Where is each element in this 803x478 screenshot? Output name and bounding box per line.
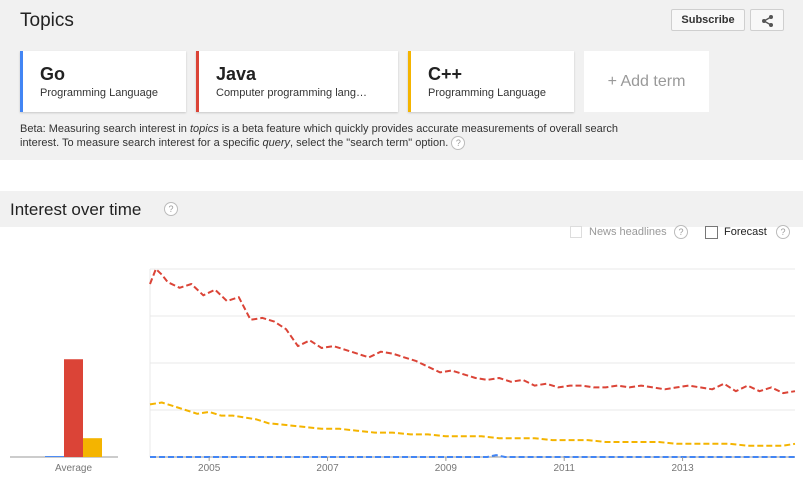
share-icon bbox=[762, 15, 773, 27]
x-axis-ticks: 2005 2007 2009 2011 2013 bbox=[198, 457, 694, 474]
beta-text: , select the "search term" option. bbox=[290, 137, 449, 149]
term-color-bar bbox=[20, 51, 23, 112]
subscribe-button[interactable]: Subscribe bbox=[671, 9, 745, 31]
help-icon[interactable]: ? bbox=[674, 225, 688, 239]
term-name: Java bbox=[216, 64, 257, 84]
share-button[interactable] bbox=[750, 9, 784, 31]
x-tick-label: 2005 bbox=[198, 463, 221, 474]
beta-query-emphasis: query bbox=[262, 137, 291, 149]
interest-chart: Average 2005 2007 2009 2011 2013 bbox=[10, 268, 796, 474]
series-line-cpp[interactable] bbox=[149, 401, 796, 447]
help-icon[interactable]: ? bbox=[776, 225, 790, 239]
interest-over-time-title: Interest over time bbox=[10, 200, 142, 219]
term-category: Programming Language bbox=[40, 87, 159, 99]
term-category: Computer programming lang… bbox=[216, 87, 368, 99]
beta-notice: Beta: Measuring search interest in topic… bbox=[20, 122, 640, 151]
topics-title: Topics bbox=[20, 10, 74, 31]
term-card-java[interactable]: Java Computer programming lang… bbox=[196, 51, 398, 112]
x-tick-label: 2009 bbox=[435, 463, 458, 474]
x-tick-label: 2011 bbox=[553, 463, 575, 474]
series-lines bbox=[149, 268, 796, 458]
average-bar-java[interactable] bbox=[64, 359, 83, 457]
beta-text: Beta: Measuring search interest in bbox=[20, 123, 190, 135]
forecast-label: Forecast bbox=[724, 226, 767, 238]
interest-over-time-header: Interest over time ? bbox=[0, 191, 803, 227]
term-color-bar bbox=[196, 51, 199, 112]
term-color-bar bbox=[408, 51, 411, 112]
average-bar-cpp[interactable] bbox=[83, 438, 102, 457]
average-bars: Average bbox=[45, 359, 102, 474]
help-icon[interactable]: ? bbox=[451, 136, 466, 151]
topics-panel: Topics Subscribe Go Programming Language… bbox=[0, 0, 803, 160]
term-name: Go bbox=[40, 64, 65, 84]
x-tick-label: 2007 bbox=[316, 463, 339, 474]
average-bar-go[interactable] bbox=[45, 456, 64, 457]
x-tick-label: 2013 bbox=[671, 463, 694, 474]
forecast-checkbox[interactable] bbox=[705, 226, 718, 239]
series-line-go[interactable] bbox=[150, 454, 795, 458]
news-headlines-label: News headlines bbox=[589, 226, 667, 238]
series-line-java[interactable] bbox=[149, 268, 796, 395]
add-term-button[interactable]: + Add term bbox=[584, 51, 709, 112]
term-name: C++ bbox=[428, 64, 463, 84]
term-category: Programming Language bbox=[428, 87, 547, 99]
average-label: Average bbox=[55, 463, 93, 474]
term-card-cpp[interactable]: C++ Programming Language bbox=[408, 51, 574, 112]
term-card-go[interactable]: Go Programming Language bbox=[20, 51, 186, 112]
beta-text: is a beta feature which quickly provides… bbox=[20, 123, 618, 149]
chart-grid bbox=[10, 268, 795, 458]
news-headlines-checkbox[interactable] bbox=[570, 226, 582, 238]
help-icon[interactable]: ? bbox=[164, 202, 178, 216]
beta-topics-emphasis: topics bbox=[189, 123, 219, 135]
